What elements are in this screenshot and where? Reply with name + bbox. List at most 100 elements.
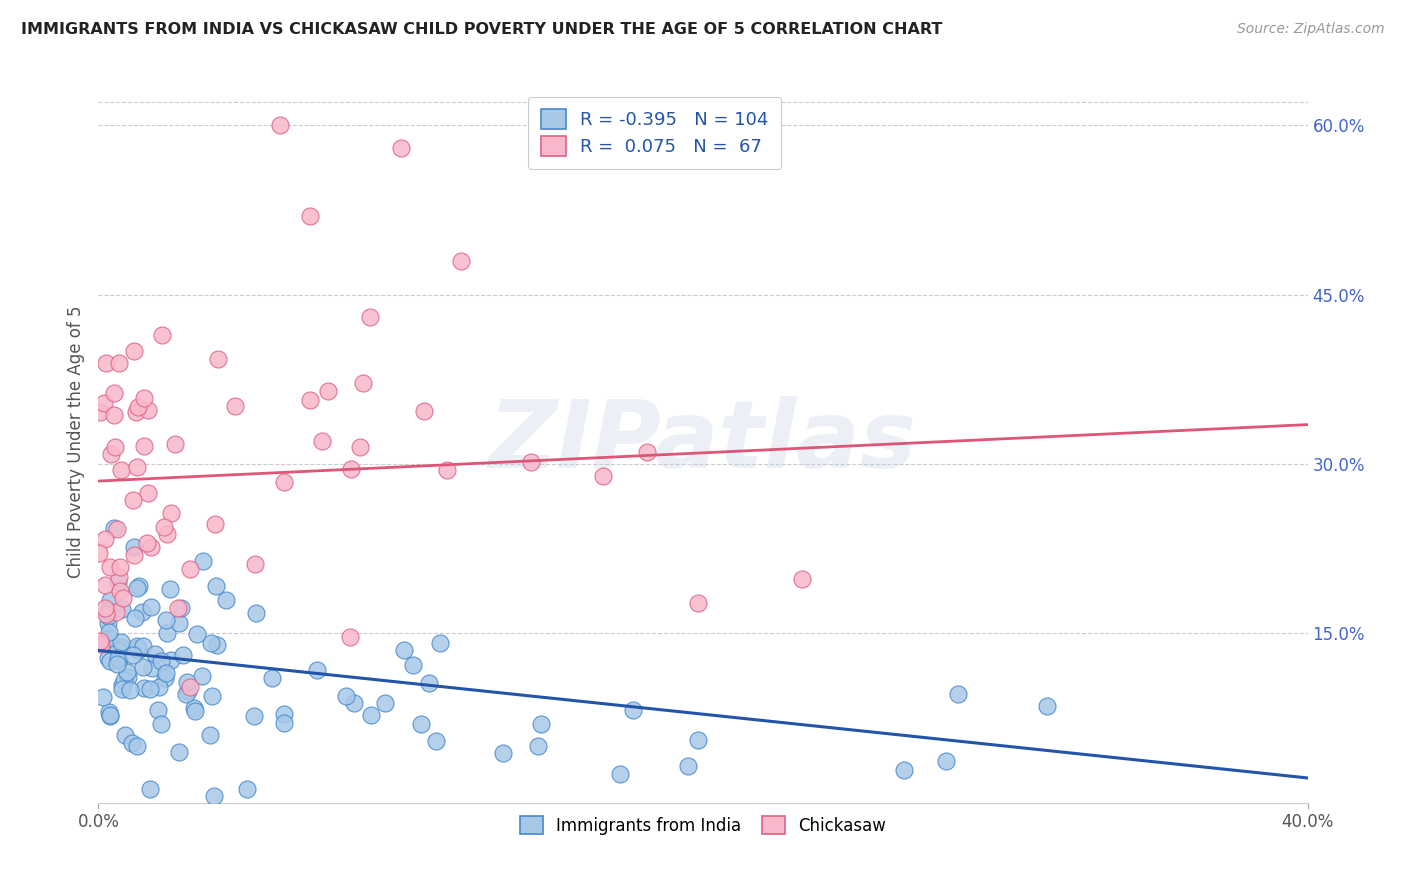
Point xyxy=(97,632,120,646)
Point xyxy=(204,579,226,593)
Point xyxy=(127,581,149,595)
Point xyxy=(105,605,128,619)
Point xyxy=(125,639,148,653)
Point xyxy=(98,705,121,719)
Point xyxy=(174,687,197,701)
Point xyxy=(305,663,328,677)
Point xyxy=(134,681,156,695)
Point xyxy=(165,437,187,451)
Point xyxy=(141,661,163,675)
Point xyxy=(298,392,321,407)
Point xyxy=(98,708,121,723)
Point xyxy=(132,660,155,674)
Point xyxy=(118,683,141,698)
Point xyxy=(609,766,631,780)
Point xyxy=(946,687,969,701)
Point xyxy=(1036,698,1059,713)
Point xyxy=(245,606,267,620)
Point xyxy=(90,637,112,651)
Point xyxy=(155,613,177,627)
Point xyxy=(89,405,111,419)
Point xyxy=(110,463,132,477)
Point xyxy=(311,434,333,448)
Point xyxy=(127,643,149,657)
Point xyxy=(592,468,614,483)
Point xyxy=(190,668,212,682)
Point xyxy=(93,396,115,410)
Point xyxy=(96,356,118,370)
Point xyxy=(155,666,177,681)
Point xyxy=(150,716,173,731)
Point xyxy=(156,625,179,640)
Point xyxy=(686,732,709,747)
Point xyxy=(425,734,447,748)
Point xyxy=(179,561,201,575)
Text: IMMIGRANTS FROM INDIA VS CHICKASAW CHILD POVERTY UNDER THE AGE OF 5 CORRELATION : IMMIGRANTS FROM INDIA VS CHICKASAW CHILD… xyxy=(21,22,942,37)
Point xyxy=(125,739,148,754)
Point xyxy=(127,400,149,414)
Point xyxy=(204,517,226,532)
Point xyxy=(131,606,153,620)
Point xyxy=(146,703,169,717)
Point xyxy=(530,716,553,731)
Point xyxy=(214,593,236,607)
Point xyxy=(105,657,128,672)
Point xyxy=(167,615,190,630)
Point xyxy=(114,728,136,742)
Point xyxy=(360,310,382,325)
Point xyxy=(184,704,207,718)
Point xyxy=(402,658,425,673)
Point xyxy=(117,665,139,680)
Point xyxy=(112,673,135,687)
Point xyxy=(172,648,194,663)
Point xyxy=(186,626,208,640)
Point xyxy=(97,651,120,665)
Point xyxy=(111,678,134,692)
Point xyxy=(169,745,191,759)
Point xyxy=(152,328,174,343)
Point xyxy=(150,654,173,668)
Point xyxy=(335,689,357,703)
Point xyxy=(97,615,120,630)
Point xyxy=(93,600,115,615)
Point xyxy=(122,548,145,562)
Point xyxy=(204,789,226,804)
Point xyxy=(273,475,295,490)
Point xyxy=(260,672,283,686)
Point xyxy=(132,392,155,406)
Point xyxy=(893,763,915,777)
Point xyxy=(100,560,122,574)
Point xyxy=(269,119,291,133)
Point xyxy=(243,558,266,572)
Point xyxy=(224,399,246,413)
Point xyxy=(155,527,177,541)
Point xyxy=(139,599,162,614)
Point xyxy=(176,684,198,698)
Point xyxy=(108,569,131,583)
Point xyxy=(176,675,198,690)
Point xyxy=(110,602,132,616)
Point xyxy=(179,680,201,694)
Point xyxy=(145,647,167,661)
Point xyxy=(148,680,170,694)
Point xyxy=(139,682,162,697)
Point xyxy=(131,640,153,654)
Point xyxy=(159,653,181,667)
Point xyxy=(132,439,155,453)
Legend: Immigrants from India, Chickasaw: Immigrants from India, Chickasaw xyxy=(508,805,898,847)
Point xyxy=(352,376,374,390)
Point xyxy=(110,584,132,599)
Point xyxy=(340,461,363,475)
Point xyxy=(121,492,143,507)
Point xyxy=(111,591,134,605)
Point xyxy=(676,758,699,772)
Point xyxy=(790,572,813,586)
Point xyxy=(103,408,125,422)
Point xyxy=(135,535,157,549)
Point xyxy=(159,506,181,520)
Point xyxy=(141,540,163,554)
Point xyxy=(152,520,174,534)
Point xyxy=(198,728,221,742)
Point xyxy=(527,739,550,754)
Text: ZIPatlas: ZIPatlas xyxy=(489,395,917,488)
